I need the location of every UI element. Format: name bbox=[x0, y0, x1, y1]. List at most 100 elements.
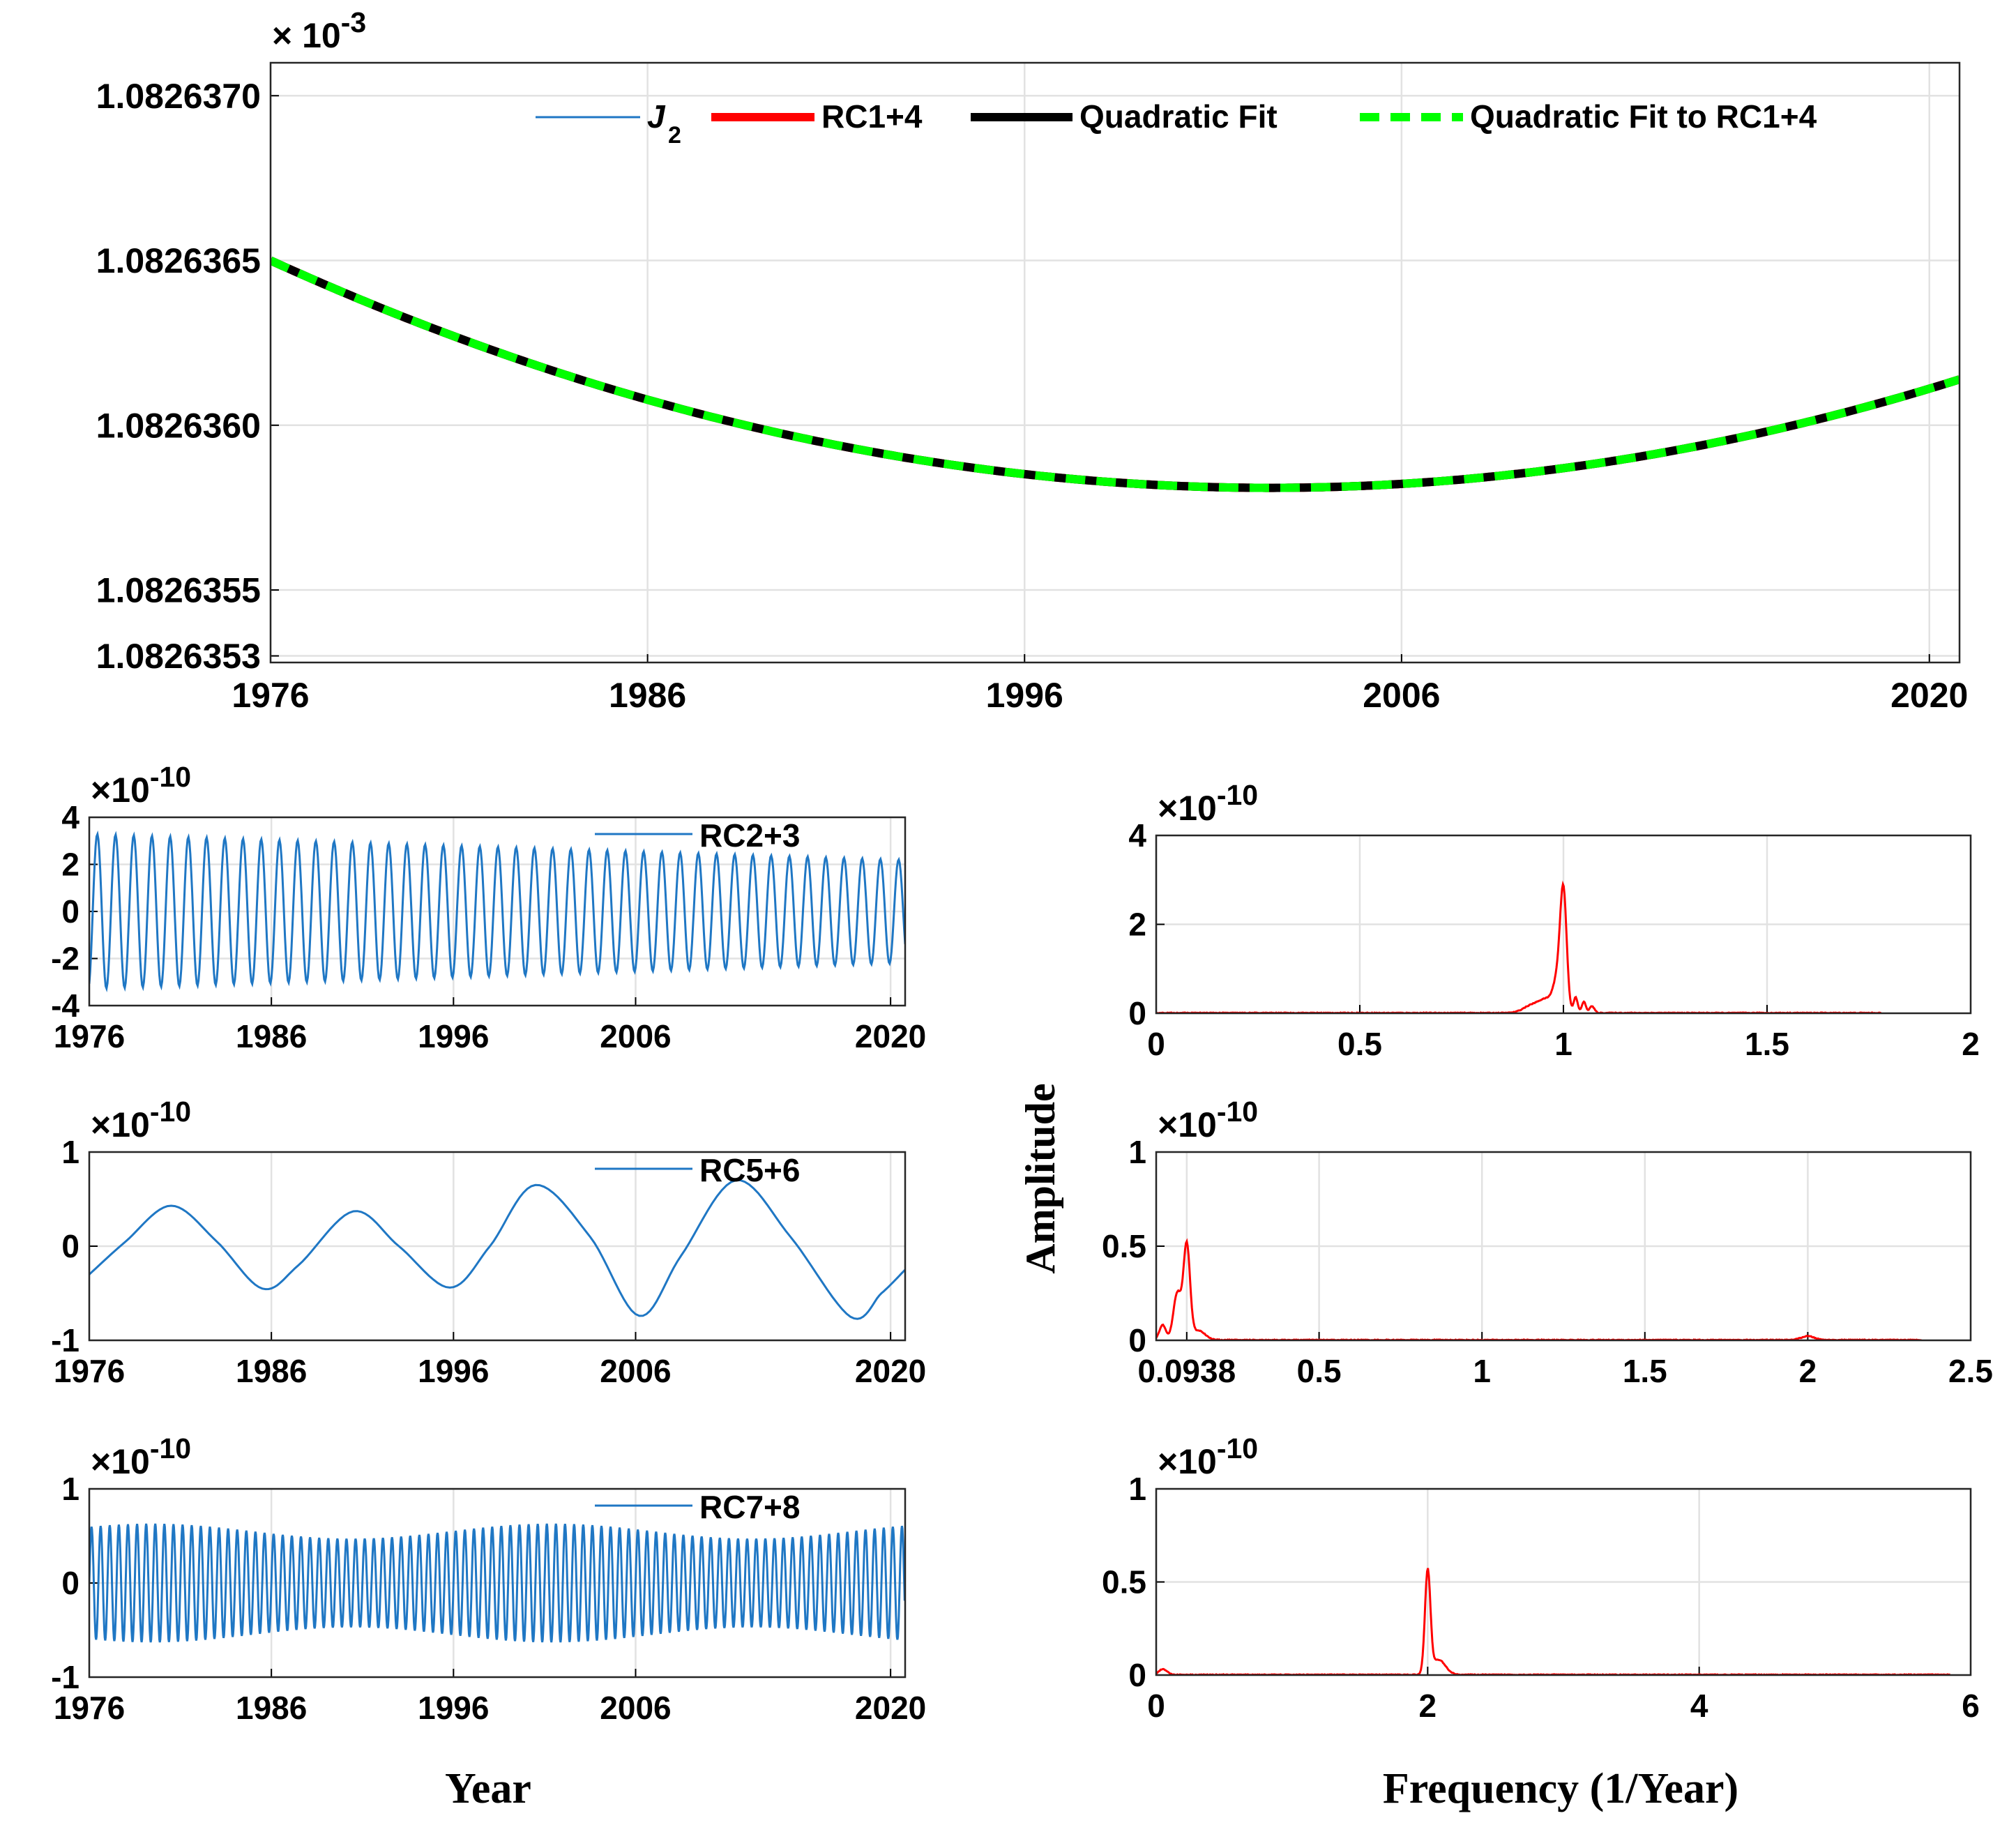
legend-j2-label: J bbox=[647, 98, 666, 135]
rc78-legend-label: RC7+8 bbox=[699, 1489, 800, 1525]
rc78-data bbox=[89, 1523, 905, 1643]
spec1-xtick-label: 0.5 bbox=[1337, 1026, 1382, 1062]
rc23-ytick-label: 4 bbox=[61, 799, 79, 835]
j2-ytick-label: 1.0826360 bbox=[96, 406, 261, 445]
spec1-xtick-label: 1 bbox=[1554, 1026, 1572, 1062]
spec3-axes-frame bbox=[1155, 1487, 1972, 1676]
rc56-ytick-label: 1 bbox=[61, 1134, 79, 1170]
rc23-xtick-label: 1996 bbox=[418, 1018, 489, 1054]
rc78-exponent-label: ×10-10 bbox=[91, 1432, 191, 1481]
rc78-xtick-label: 1996 bbox=[418, 1690, 489, 1726]
spec3-ytick-label: 0.5 bbox=[1102, 1564, 1146, 1600]
rc23-xtick-label: 2020 bbox=[855, 1018, 926, 1054]
rc78-xtick-label: 2006 bbox=[600, 1690, 671, 1726]
xlabel-year: Year bbox=[445, 1765, 531, 1812]
legend-quadfit-rc14-label: Quadratic Fit to RC1+4 bbox=[1470, 98, 1817, 135]
rc23-axes: 1976 1986 1996 2006 2020 -4 -2 0 2 4 ×10-10 RC2+3 bbox=[51, 761, 926, 1054]
rc56-axes-frame bbox=[88, 1151, 907, 1342]
spec3-xtick-label: 4 bbox=[1690, 1688, 1708, 1724]
spec1-axes: 0 0.5 1 1.5 2 0 2 4 ×10-10 bbox=[1128, 779, 1979, 1062]
j2-axes: 1976 1986 1996 2006 2020 1.0826353 1.0826355 1.… bbox=[96, 6, 1969, 715]
spec2-xtick-label: 2 bbox=[1799, 1353, 1817, 1389]
legend-j2-subscript: 2 bbox=[668, 122, 681, 149]
j2-exponent-power: -3 bbox=[341, 6, 366, 38]
spec2-xtick-label: 2.5 bbox=[1948, 1353, 1993, 1389]
rc78-xtick-label: 1986 bbox=[236, 1690, 307, 1726]
rc23-ytick-label: -2 bbox=[51, 941, 79, 977]
j2-xtick-label: 1986 bbox=[609, 676, 686, 715]
xlabel-frequency: Frequency (1/Year) bbox=[1383, 1765, 1738, 1812]
rc23-xtick-label: 1976 bbox=[54, 1018, 125, 1054]
j2-ytick-label: 1.0826365 bbox=[96, 241, 261, 280]
rc56-exponent-power: -10 bbox=[150, 1096, 191, 1128]
rc23-series-line bbox=[89, 830, 905, 993]
spec3-exponent-label: ×10-10 bbox=[1158, 1432, 1258, 1481]
spec2-axes: 0.0938 0.5 1 1.5 2 2.5 0 0.5 1 ×10-10 bbox=[1102, 1096, 1993, 1389]
spec2-axes-frame bbox=[1155, 1151, 1972, 1342]
j2-xtick-label: 1976 bbox=[232, 676, 309, 715]
spec1-exponent-label: ×10-10 bbox=[1158, 779, 1258, 828]
rc56-xtick-label: 1976 bbox=[54, 1353, 125, 1389]
spec2-xtick-label: 1.5 bbox=[1623, 1353, 1667, 1389]
j2-ytick-label: 1.0826370 bbox=[96, 77, 261, 116]
ylabel-amplitude: Amplitude bbox=[1017, 1083, 1063, 1273]
spec1-xtick-label: 1.5 bbox=[1745, 1026, 1789, 1062]
legend-quadfit-label: Quadratic Fit bbox=[1079, 98, 1278, 135]
rc23-exponent-label: ×10-10 bbox=[91, 761, 191, 810]
rc23-axes-frame bbox=[88, 816, 907, 1007]
rc56-data bbox=[89, 1179, 905, 1320]
rc78-axes-frame bbox=[88, 1487, 907, 1679]
spec2-xtick-label: 0.5 bbox=[1297, 1353, 1342, 1389]
rc56-xtick-label: 1986 bbox=[236, 1353, 307, 1389]
j2-xtick-label: 2006 bbox=[1363, 676, 1440, 715]
rc56-xtick-label: 1996 bbox=[418, 1353, 489, 1389]
spec1-axes-frame bbox=[1155, 834, 1972, 1015]
rc23-legend-label: RC2+3 bbox=[699, 817, 800, 854]
rc23-exponent-power: -10 bbox=[150, 761, 191, 793]
rc23-ytick-label: -4 bbox=[51, 987, 79, 1024]
rc56-ytick-label: 0 bbox=[61, 1228, 79, 1264]
rc78-ytick-label: 1 bbox=[61, 1471, 79, 1507]
spec2-ytick-label: 0 bbox=[1128, 1322, 1146, 1358]
j2-xtick-label: 2020 bbox=[1890, 676, 1968, 715]
rc23-xtick-label: 2006 bbox=[600, 1018, 671, 1054]
rc56-xtick-label: 2006 bbox=[600, 1353, 671, 1389]
rc56-legend-label: RC5+6 bbox=[699, 1152, 800, 1188]
rc23-ytick-label: 2 bbox=[61, 847, 79, 883]
j2-data bbox=[271, 257, 1960, 492]
spec1-xtick-label: 0 bbox=[1147, 1026, 1165, 1062]
spec2-exponent-power: -10 bbox=[1217, 1096, 1258, 1128]
spec2-ytick-label: 0.5 bbox=[1102, 1228, 1146, 1264]
spec3-axes: 0 2 4 6 0 0.5 1 ×10-10 bbox=[1102, 1432, 1980, 1724]
spec3-ytick-label: 0 bbox=[1128, 1657, 1146, 1693]
rc23-xtick-label: 1986 bbox=[236, 1018, 307, 1054]
rc56-exponent-label: ×10-10 bbox=[91, 1096, 191, 1144]
rc78-exponent-power: -10 bbox=[150, 1432, 191, 1464]
spec2-ytick-label: 1 bbox=[1128, 1134, 1146, 1170]
spec3-xtick-label: 2 bbox=[1419, 1688, 1437, 1724]
j2-ytick-label: 1.0826355 bbox=[96, 571, 261, 610]
rc56-ytick-label: -1 bbox=[51, 1322, 79, 1358]
rc23-ytick-label: 0 bbox=[61, 893, 79, 930]
rc78-ytick-label: -1 bbox=[51, 1659, 79, 1695]
spec1-ytick-label: 4 bbox=[1128, 817, 1146, 854]
spec3-ytick-label: 1 bbox=[1128, 1471, 1146, 1507]
rc56-xtick-label: 2020 bbox=[855, 1353, 926, 1389]
j2-xtick-label: 1996 bbox=[986, 676, 1063, 715]
rc56-series-line bbox=[89, 1179, 905, 1320]
spec3-xtick-label: 6 bbox=[1962, 1688, 1980, 1724]
spec1-xtick-label: 2 bbox=[1962, 1026, 1980, 1062]
spec2-xtick-label: 1 bbox=[1473, 1353, 1491, 1389]
spec1-ytick-label: 0 bbox=[1128, 995, 1146, 1031]
plots-layer: 1976 1986 1996 2006 20201.08263531.08263551.… bbox=[51, 6, 1993, 1726]
spec1-exponent-power: -10 bbox=[1217, 779, 1258, 811]
j2-ytick-label: 1.0826353 bbox=[96, 637, 261, 676]
j2-exponent-label: × 10-3 bbox=[272, 6, 366, 55]
legend-main: J 2 RC1+4 Quadratic Fit Quadratic Fit to… bbox=[536, 98, 1817, 149]
rc78-xtick-label: 1976 bbox=[54, 1690, 125, 1726]
spec3-exponent-power: -10 bbox=[1217, 1432, 1258, 1464]
rc78-series-line bbox=[89, 1523, 905, 1643]
